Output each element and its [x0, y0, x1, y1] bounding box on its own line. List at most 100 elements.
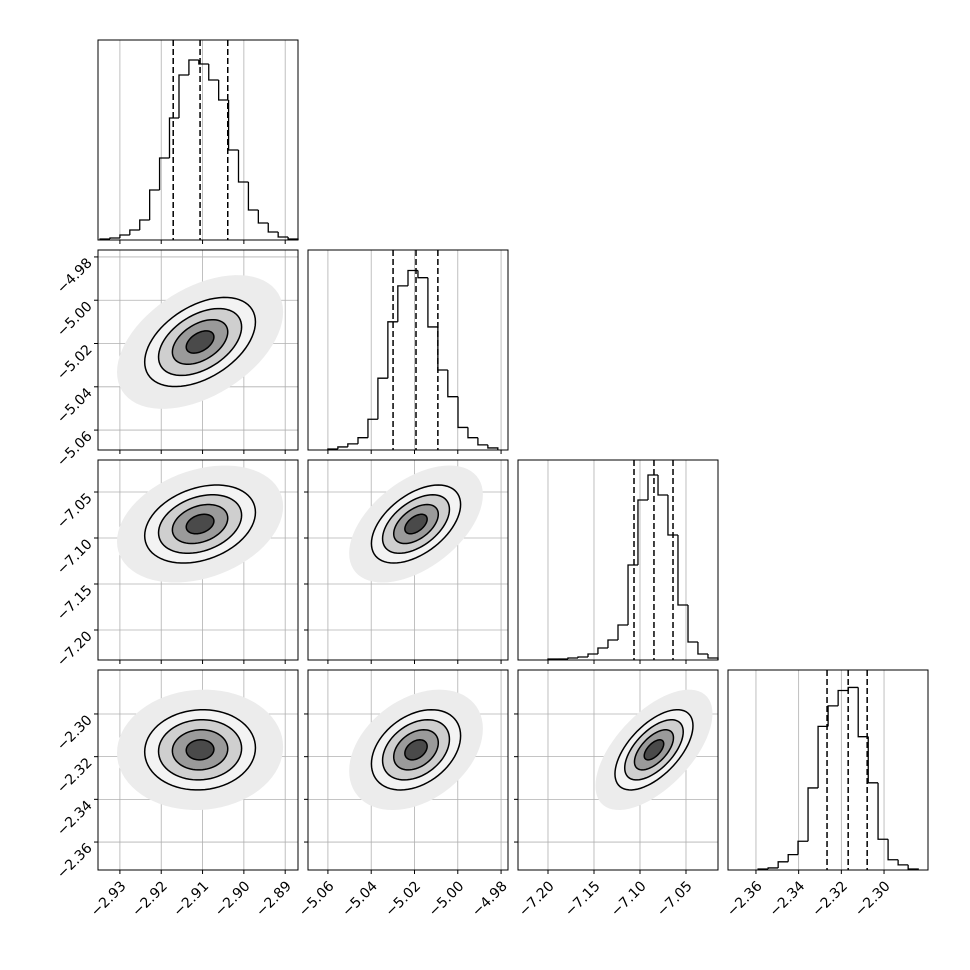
x-tick-label: −4.98 [469, 878, 511, 920]
y-tick-label: −4.98 [54, 255, 96, 297]
histogram-bin [457, 396, 468, 429]
histogram-bin [337, 446, 348, 449]
histogram-bin [257, 210, 269, 224]
y-tick-label: −2.34 [54, 798, 96, 840]
histogram-bin [487, 444, 499, 450]
panel: −7.20−7.15−7.10−7.05 [514, 669, 719, 920]
panel-frame [97, 249, 299, 451]
histogram-bin [367, 418, 378, 438]
histogram-bin [787, 853, 799, 862]
y-tick-label: −5.02 [54, 342, 96, 384]
panel [97, 39, 299, 244]
x-tick-label: −5.06 [296, 878, 338, 920]
contour [185, 513, 215, 535]
panel-frame [307, 669, 509, 871]
density [595, 689, 713, 810]
histogram-bin [198, 60, 209, 65]
histogram-bin [597, 647, 608, 654]
y-tick-label: −7.10 [54, 536, 96, 578]
histogram-bin [647, 474, 659, 500]
histogram-bin [447, 370, 458, 398]
x-tick-label: −2.90 [212, 878, 254, 920]
histogram-bin [377, 377, 388, 420]
x-tick-label: −2.92 [129, 878, 171, 920]
contour [404, 739, 428, 761]
histogram-bin [907, 864, 919, 870]
y-tick-label: −7.05 [54, 490, 96, 532]
x-tick-label: −2.93 [88, 878, 130, 920]
histogram-bin [637, 499, 648, 565]
histogram-bin [437, 326, 448, 371]
density [117, 689, 284, 810]
x-tick-label: −2.30 [852, 878, 894, 920]
histogram-bin [697, 642, 708, 655]
panel-frame [97, 459, 299, 661]
histogram-bin [427, 277, 438, 328]
panel-frame [307, 249, 509, 451]
histogram-bin [827, 705, 839, 727]
histogram-bin [347, 443, 358, 447]
x-tick-label: −5.02 [382, 878, 424, 920]
histogram-bin [847, 686, 859, 691]
x-tick-label: −2.34 [767, 878, 809, 920]
histogram-bin [477, 437, 488, 446]
histogram-bin [119, 234, 130, 238]
histogram-bin [267, 223, 279, 233]
panel-frame [307, 459, 509, 661]
histogram-bin [168, 117, 179, 158]
histogram-bin [417, 270, 428, 279]
panel-frame [517, 669, 719, 871]
histogram-bin [837, 689, 849, 706]
histogram-bin [158, 157, 170, 190]
histogram-bin [897, 859, 909, 866]
x-tick-label: −2.36 [724, 878, 766, 920]
x-tick-label: −2.32 [809, 878, 851, 920]
panel [307, 249, 509, 454]
histogram-bin [607, 639, 618, 648]
panel: −2.93 −2.92 −2.91 −2.90 −2.89 −2.36−2.34−2.32… [54, 669, 299, 920]
x-tick-label: −7.05 [654, 878, 696, 920]
y-tick-label: −2.30 [54, 712, 96, 754]
contour [643, 739, 665, 761]
histogram-bin [149, 189, 160, 220]
histogram-bin [208, 64, 219, 81]
histogram-bin [677, 535, 689, 606]
y-tick-label: −7.20 [54, 628, 96, 670]
x-tick-label: −7.15 [562, 878, 604, 920]
histogram-bin [887, 839, 899, 861]
histogram-bin [407, 269, 418, 286]
histogram-bin [188, 59, 199, 75]
x-tick-label: −7.20 [516, 878, 558, 920]
histogram-bin [807, 787, 819, 842]
histogram-bin [777, 861, 789, 868]
contour [185, 739, 215, 761]
histogram-bin [877, 782, 889, 840]
histogram-bin [567, 657, 578, 659]
panel [517, 459, 719, 664]
panel: −5.06−5.04−5.02−5.00−4.98 [296, 669, 511, 920]
histogram-bin [817, 725, 829, 788]
contour [185, 330, 215, 354]
contour [404, 513, 428, 535]
histogram-bin [577, 656, 589, 658]
histogram-bin [867, 736, 879, 784]
histogram-bin [178, 74, 189, 118]
x-tick-label: −2.91 [171, 878, 213, 920]
x-tick-label: −2.89 [253, 878, 295, 920]
histogram-bin [617, 624, 629, 640]
histogram-bin [247, 182, 259, 211]
histogram-bin [357, 437, 368, 444]
y-tick-label: −2.36 [54, 840, 96, 882]
histogram-bin [109, 237, 120, 239]
histogram-bin [587, 653, 598, 657]
histogram-bin [387, 321, 398, 379]
panel-frame [97, 669, 299, 871]
histogram-bin [467, 427, 478, 439]
histogram-bin [857, 687, 869, 738]
density [349, 465, 483, 583]
histogram-bin [627, 564, 638, 625]
y-tick-label: −5.04 [54, 385, 96, 427]
histogram-bin [129, 229, 140, 235]
panel: −2.36 −2.34 −2.32 −2.30 [724, 669, 929, 920]
